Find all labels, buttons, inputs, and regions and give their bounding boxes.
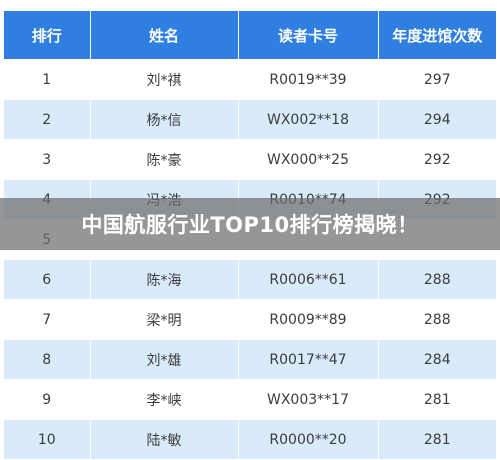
cell-card: WX002**18	[238, 99, 379, 140]
cell-rank: 8	[4, 339, 91, 380]
cell-name: 刘*祺	[90, 59, 239, 100]
cell-card: WX003**17	[238, 379, 379, 420]
cell-rank: 9	[4, 379, 91, 420]
cell-name: 梁*明	[90, 299, 239, 340]
cell-visits: 281	[378, 379, 496, 420]
table-row: 9 李*峡 WX003**17 281	[4, 379, 496, 420]
cell-rank: 3	[4, 139, 91, 180]
header-name: 姓名	[90, 11, 239, 60]
cell-name: 陆*敏	[90, 419, 239, 460]
header-rank: 排行	[4, 11, 91, 60]
cell-name: 陈*海	[90, 259, 239, 300]
cell-name: 刘*雄	[90, 339, 239, 380]
table-header: 排行 姓名 读者卡号 年度进馆次数	[4, 11, 496, 60]
table-body: 1 刘*祺 R0019**39 297 2 杨*信 WX002**18 294 …	[4, 59, 496, 460]
cell-card: R0017**47	[238, 339, 379, 380]
cell-visits: 281	[378, 419, 496, 460]
cell-rank: 6	[4, 259, 91, 300]
cell-rank: 7	[4, 299, 91, 340]
cell-name: 李*峡	[90, 379, 239, 420]
cell-rank: 1	[4, 59, 91, 100]
cell-name: 陈*豪	[90, 139, 239, 180]
title-banner-overlay: 中国航服行业TOP10排行榜揭晓！	[0, 198, 500, 250]
cell-rank: 10	[4, 419, 91, 460]
banner-title: 中国航服行业TOP10排行榜揭晓！	[81, 213, 419, 237]
table-row: 3 陈*豪 WX000**25 292	[4, 139, 496, 180]
table-row: 8 刘*雄 R0017**47 284	[4, 339, 496, 380]
table-row: 2 杨*信 WX002**18 294	[4, 99, 496, 140]
cell-visits: 297	[378, 59, 496, 100]
cell-card: R0009**89	[238, 299, 379, 340]
cell-name: 杨*信	[90, 99, 239, 140]
table-row: 10 陆*敏 R0000**20 281	[4, 419, 496, 460]
cell-card: R0019**39	[238, 59, 379, 100]
header-card-number: 读者卡号	[238, 11, 379, 60]
cell-visits: 288	[378, 299, 496, 340]
cell-visits: 288	[378, 259, 496, 300]
cell-card: R0006**61	[238, 259, 379, 300]
table-row: 6 陈*海 R0006**61 288	[4, 259, 496, 300]
table-row: 1 刘*祺 R0019**39 297	[4, 59, 496, 100]
table-row: 7 梁*明 R0009**89 288	[4, 299, 496, 340]
cell-card: WX000**25	[238, 139, 379, 180]
cell-rank: 2	[4, 99, 91, 140]
header-annual-visits: 年度进馆次数	[378, 11, 496, 60]
cell-visits: 284	[378, 339, 496, 380]
cell-visits: 292	[378, 139, 496, 180]
header-row: 排行 姓名 读者卡号 年度进馆次数	[4, 11, 496, 60]
cell-visits: 294	[378, 99, 496, 140]
cell-card: R0000**20	[238, 419, 379, 460]
